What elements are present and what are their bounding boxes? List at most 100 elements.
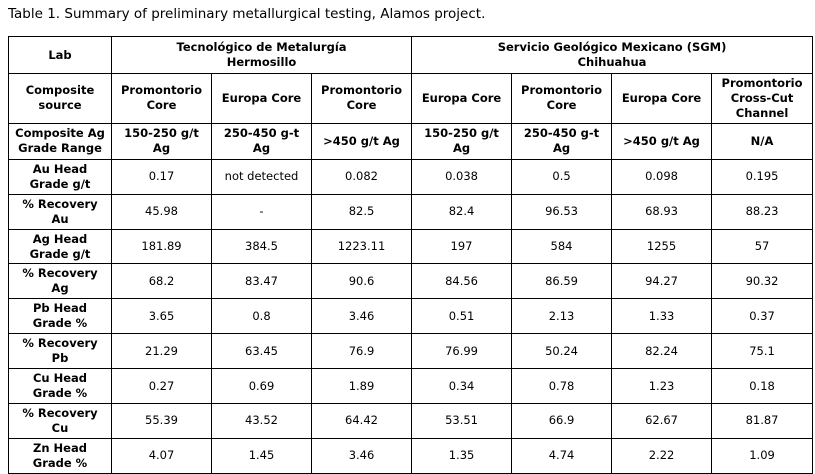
page-title: Table 1. Summary of preliminary metallur… <box>8 6 486 22</box>
grade-range-cell: >450 g/t Ag <box>611 122 713 160</box>
data-cell: 197 <box>411 228 513 265</box>
composite-source-label: Composite source <box>8 73 112 124</box>
row-label: % Recovery Au <box>8 193 112 230</box>
data-cell: 90.32 <box>711 263 814 300</box>
data-cell: 0.8 <box>211 298 312 335</box>
lab-group-header-tecnologico: Tecnológico de Metalurgía Hermosillo <box>110 36 413 74</box>
data-cell: 53.51 <box>411 402 513 439</box>
data-cell: 1.09 <box>711 437 814 474</box>
table-row: Zn Head Grade % 4.07 1.45 3.46 1.35 4.74 2.22 1… <box>8 437 814 474</box>
source-header-cell: Europa Core <box>411 73 513 124</box>
data-cell: 1.23 <box>611 368 713 404</box>
data-cell: not detected <box>211 158 312 195</box>
data-cell: 1255 <box>611 228 713 265</box>
data-cell: 76.9 <box>310 333 413 370</box>
table-row: Pb Head Grade % 3.65 0.8 3.46 0.51 2.13 1.33 0.… <box>8 298 814 335</box>
data-cell: 1.89 <box>310 368 413 404</box>
data-cell: 82.5 <box>310 193 413 230</box>
table-row-lab: Lab Tecnológico de Metalurgía Hermosillo… <box>8 36 814 74</box>
data-cell: 0.18 <box>711 368 814 404</box>
grade-range-cell: >450 g/t Ag <box>310 122 413 160</box>
data-cell: 68.93 <box>611 193 713 230</box>
lab-corner-cell: Lab <box>8 36 112 74</box>
data-cell: 0.27 <box>111 368 212 404</box>
source-header-cell: Promontorio Core <box>511 73 613 124</box>
data-cell: 43.52 <box>211 402 312 439</box>
data-cell: 63.45 <box>211 333 312 370</box>
source-header-cell: Promontorio Cross-Cut Channel <box>711 73 814 124</box>
row-label: Au Head Grade g/t <box>8 158 112 195</box>
table-row: % Recovery Au 45.98-82.5 82.4 96.53 68.93 88.… <box>8 193 814 230</box>
grade-range-cell: 150-250 g/t Ag <box>111 122 212 160</box>
table-row-grade-range: Composite Ag Grade Range 150-250 g/t Ag … <box>8 122 814 160</box>
source-header-cell: Europa Core <box>611 73 713 124</box>
data-cell: 584 <box>511 228 613 265</box>
grade-range-cell: 250-450 g-t Ag <box>211 122 312 160</box>
table-row: Au Head Grade g/t 0.17 not detected 0.082 0.… <box>8 158 814 195</box>
data-cell: 3.46 <box>310 298 413 335</box>
data-cell: 384.5 <box>211 228 312 265</box>
data-cell: 21.29 <box>111 333 212 370</box>
row-label: Pb Head Grade % <box>8 298 112 335</box>
data-cell: 0.195 <box>711 158 814 195</box>
data-cell: 62.67 <box>611 402 713 439</box>
table-row: % Recovery Pb 21.29 63.45 76.9 76.99 50.24 82.… <box>8 333 814 370</box>
data-cell: 64.42 <box>310 402 413 439</box>
data-cell: - <box>211 193 312 230</box>
data-cell: 0.038 <box>411 158 513 195</box>
data-cell: 0.17 <box>111 158 212 195</box>
data-cell: 4.07 <box>111 437 212 474</box>
data-cell: 3.65 <box>111 298 212 335</box>
data-cell: 84.56 <box>411 263 513 300</box>
row-label: % Recovery Pb <box>8 333 112 370</box>
row-label: Cu Head Grade % <box>8 368 112 404</box>
data-cell: 68.2 <box>111 263 212 300</box>
table-row-composite-source: Composite source Promontorio Core Europa… <box>8 73 814 124</box>
grade-range-cell: N/A <box>711 122 814 160</box>
data-cell: 81.87 <box>711 402 814 439</box>
lab-group-header-sgm: Servicio Geológico Mexicano (SGM) Chihua… <box>411 36 814 74</box>
table-body: Au Head Grade g/t 0.17 not detected 0.082 0.… <box>8 158 814 474</box>
row-label: Ag Head Grade g/t <box>8 228 112 265</box>
data-cell: 181.89 <box>111 228 212 265</box>
table-row: % Recovery Ag 68.2 83.47 90.6 84.56 86.59 94.2… <box>8 263 814 300</box>
data-cell: 4.74 <box>511 437 613 474</box>
data-cell: 50.24 <box>511 333 613 370</box>
row-label: % Recovery Cu <box>8 402 112 439</box>
data-cell: 2.22 <box>611 437 713 474</box>
data-cell: 83.47 <box>211 263 312 300</box>
data-cell: 66.9 <box>511 402 613 439</box>
data-cell: 0.34 <box>411 368 513 404</box>
row-label: Zn Head Grade % <box>8 437 112 474</box>
data-cell: 1.33 <box>611 298 713 335</box>
grade-range-cell: 150-250 g/t Ag <box>411 122 513 160</box>
data-cell: 94.27 <box>611 263 713 300</box>
data-cell: 86.59 <box>511 263 613 300</box>
data-cell: 0.51 <box>411 298 513 335</box>
table-row: % Recovery Cu 55.39 43.52 64.42 53.51 66.9 62.… <box>8 402 814 439</box>
data-cell: 0.78 <box>511 368 613 404</box>
data-cell: 82.4 <box>411 193 513 230</box>
metallurgical-results-table: Lab Tecnológico de Metalurgía Hermosillo… <box>8 36 814 474</box>
row-label: % Recovery Ag <box>8 263 112 300</box>
data-cell: 2.13 <box>511 298 613 335</box>
grade-range-label: Composite Ag Grade Range <box>8 122 112 160</box>
data-cell: 75.1 <box>711 333 814 370</box>
data-cell: 90.6 <box>310 263 413 300</box>
source-header-cell: Europa Core <box>211 73 312 124</box>
data-cell: 45.98 <box>111 193 212 230</box>
source-header-cell: Promontorio Core <box>310 73 413 124</box>
data-cell: 88.23 <box>711 193 814 230</box>
data-cell: 1.35 <box>411 437 513 474</box>
data-cell: 55.39 <box>111 402 212 439</box>
data-cell: 0.082 <box>310 158 413 195</box>
data-cell: 1.45 <box>211 437 312 474</box>
table-row: Ag Head Grade g/t 181.89 384.5 1223.11 197 58… <box>8 228 814 265</box>
data-cell: 0.37 <box>711 298 814 335</box>
grade-range-cell: 250-450 g-t Ag <box>511 122 613 160</box>
data-cell: 82.24 <box>611 333 713 370</box>
data-cell: 0.69 <box>211 368 312 404</box>
data-cell: 57 <box>711 228 814 265</box>
source-header-cell: Promontorio Core <box>111 73 212 124</box>
data-cell: 3.46 <box>310 437 413 474</box>
